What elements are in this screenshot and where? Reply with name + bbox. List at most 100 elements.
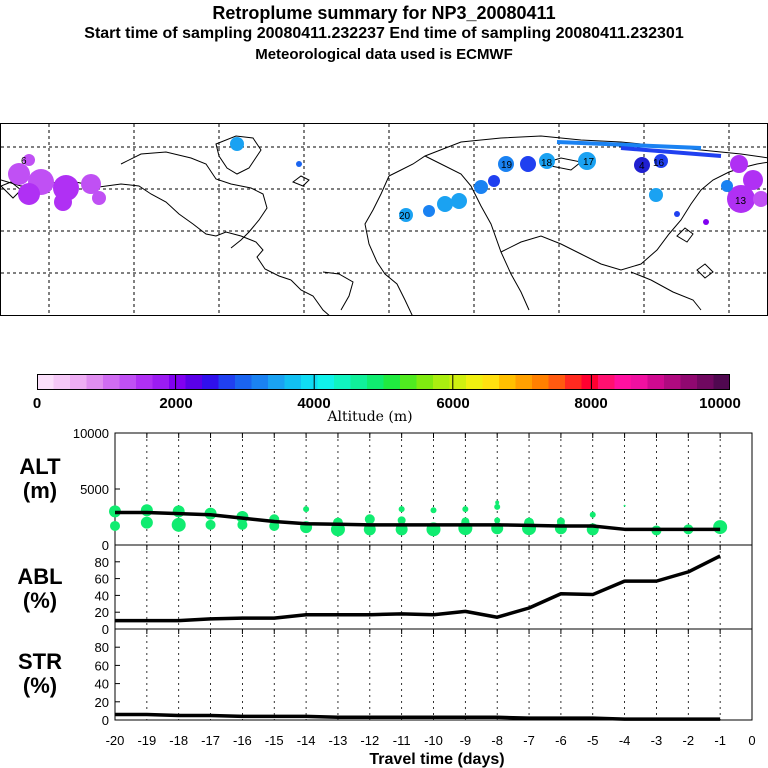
marker-dot xyxy=(296,161,302,167)
data-marks xyxy=(109,500,728,721)
x-tick-label: -16 xyxy=(233,733,252,748)
colorbar-swatch xyxy=(53,374,71,390)
colorbar-swatch xyxy=(466,374,483,390)
colorbar-label-4000: 4000 xyxy=(297,395,331,412)
colorbar-swatch xyxy=(37,374,54,390)
x-tick-label: -13 xyxy=(329,733,348,748)
marker-label: 13 xyxy=(735,196,747,207)
colorbar-swatch xyxy=(416,374,434,390)
marker-dot xyxy=(8,163,30,185)
y-tick-label: 80 xyxy=(95,555,109,570)
scatter-point xyxy=(140,516,153,529)
x-tick-label: -8 xyxy=(491,733,503,748)
abl-label-main: ABL xyxy=(17,564,63,589)
marker-label: 20 xyxy=(399,211,411,222)
colorbar-swatch xyxy=(581,374,599,390)
plume-markers xyxy=(8,137,767,225)
trajectory-line xyxy=(556,140,702,150)
scatter-point xyxy=(522,521,537,536)
abl-label-unit: (%) xyxy=(22,588,58,613)
scatter-point xyxy=(495,500,500,505)
colorbar-swatch xyxy=(433,374,450,390)
colorbar-swatch xyxy=(647,374,665,390)
scatter-point xyxy=(398,506,405,513)
colorbar-swatch xyxy=(532,374,549,390)
y-tick-label: 20 xyxy=(95,695,109,710)
marker-dot xyxy=(703,219,709,225)
colorbar-swatch xyxy=(680,374,698,390)
colorbar-title: Altitude (m) xyxy=(327,409,413,425)
colorbar-swatch xyxy=(70,374,87,390)
colorbar-swatch xyxy=(367,374,384,390)
scatter-point xyxy=(494,503,501,510)
marker-dot xyxy=(54,193,72,211)
marker-dot xyxy=(674,211,680,217)
marker-dot xyxy=(92,191,106,205)
marker-dot xyxy=(230,137,244,151)
x-tick-label: -7 xyxy=(523,733,535,748)
colorbar-label-8000: 8000 xyxy=(574,395,608,412)
marker-dot xyxy=(474,180,488,194)
marker-label: 18 xyxy=(541,158,553,169)
x-tick-label: -15 xyxy=(265,733,284,748)
marker-label: 4 xyxy=(639,161,645,172)
colorbar-swatch xyxy=(350,374,368,390)
x-tick-label: -2 xyxy=(683,733,695,748)
colorbar-swatch xyxy=(631,374,648,390)
colorbar-swatch xyxy=(251,374,269,390)
marker-labels: 6 17 18 16 19 20 13 4 xyxy=(21,156,747,222)
colorbar-swatch xyxy=(697,374,714,390)
alt-label-main: ALT xyxy=(19,454,61,479)
scatter-point xyxy=(171,517,186,532)
marker-dot xyxy=(451,193,467,209)
x-tick-label: -4 xyxy=(619,733,631,748)
x-tick-label: -10 xyxy=(424,733,443,748)
marker-label: 17 xyxy=(583,157,595,168)
colorbar-swatch xyxy=(548,374,566,390)
panel-frames xyxy=(114,432,753,721)
scatter-point xyxy=(462,506,469,513)
scatter-point xyxy=(269,520,280,531)
colorbar-swatch xyxy=(119,374,137,390)
y-tick-label: 20 xyxy=(95,605,109,620)
scatter-point xyxy=(364,514,375,525)
colorbar-swatch xyxy=(598,374,615,390)
y-tick-label: 10000 xyxy=(73,426,109,441)
colorbar-label-2000: 2000 xyxy=(159,395,193,412)
colorbar-swatch xyxy=(202,374,219,390)
altitude-colorbar xyxy=(37,374,730,390)
colorbar-swatch xyxy=(515,374,533,390)
y-tick-label: 40 xyxy=(95,677,109,692)
trajectory-line xyxy=(620,146,722,158)
x-axis-label: Travel time (days) xyxy=(369,751,504,768)
colorbar-swatch xyxy=(218,374,236,390)
str-label-main: STR xyxy=(18,649,62,674)
y-tick-label: 0 xyxy=(102,538,109,553)
marker-dot xyxy=(18,183,40,205)
colorbar-swatch xyxy=(152,374,170,390)
colorbar-swatch xyxy=(169,374,186,390)
x-tick-label: -18 xyxy=(169,733,188,748)
x-tick-label: -17 xyxy=(201,733,220,748)
series-line-str xyxy=(115,712,721,721)
x-tick-label: -6 xyxy=(555,733,567,748)
colorbar-swatch xyxy=(317,374,335,390)
y-tick-label: 5000 xyxy=(80,482,109,497)
sampling-times: Start time of sampling 20080411.232237 E… xyxy=(84,25,684,42)
scatter-point xyxy=(172,505,185,518)
colorbar-swatch xyxy=(664,374,681,390)
marker-dot xyxy=(578,152,596,170)
x-tick-label: -9 xyxy=(460,733,472,748)
scatter-point xyxy=(397,516,406,525)
str-panel-label: STR (%) xyxy=(0,650,80,698)
scatter-point xyxy=(494,517,501,524)
colorbar-swatch xyxy=(103,374,120,390)
x-tick-label: -12 xyxy=(360,733,379,748)
coastlines xyxy=(1,135,767,315)
marker-dot xyxy=(23,154,35,166)
x-tick-label: -11 xyxy=(393,733,411,748)
alt-panel-label: ALT (m) xyxy=(0,455,80,503)
y-tick-label: 60 xyxy=(95,572,109,587)
